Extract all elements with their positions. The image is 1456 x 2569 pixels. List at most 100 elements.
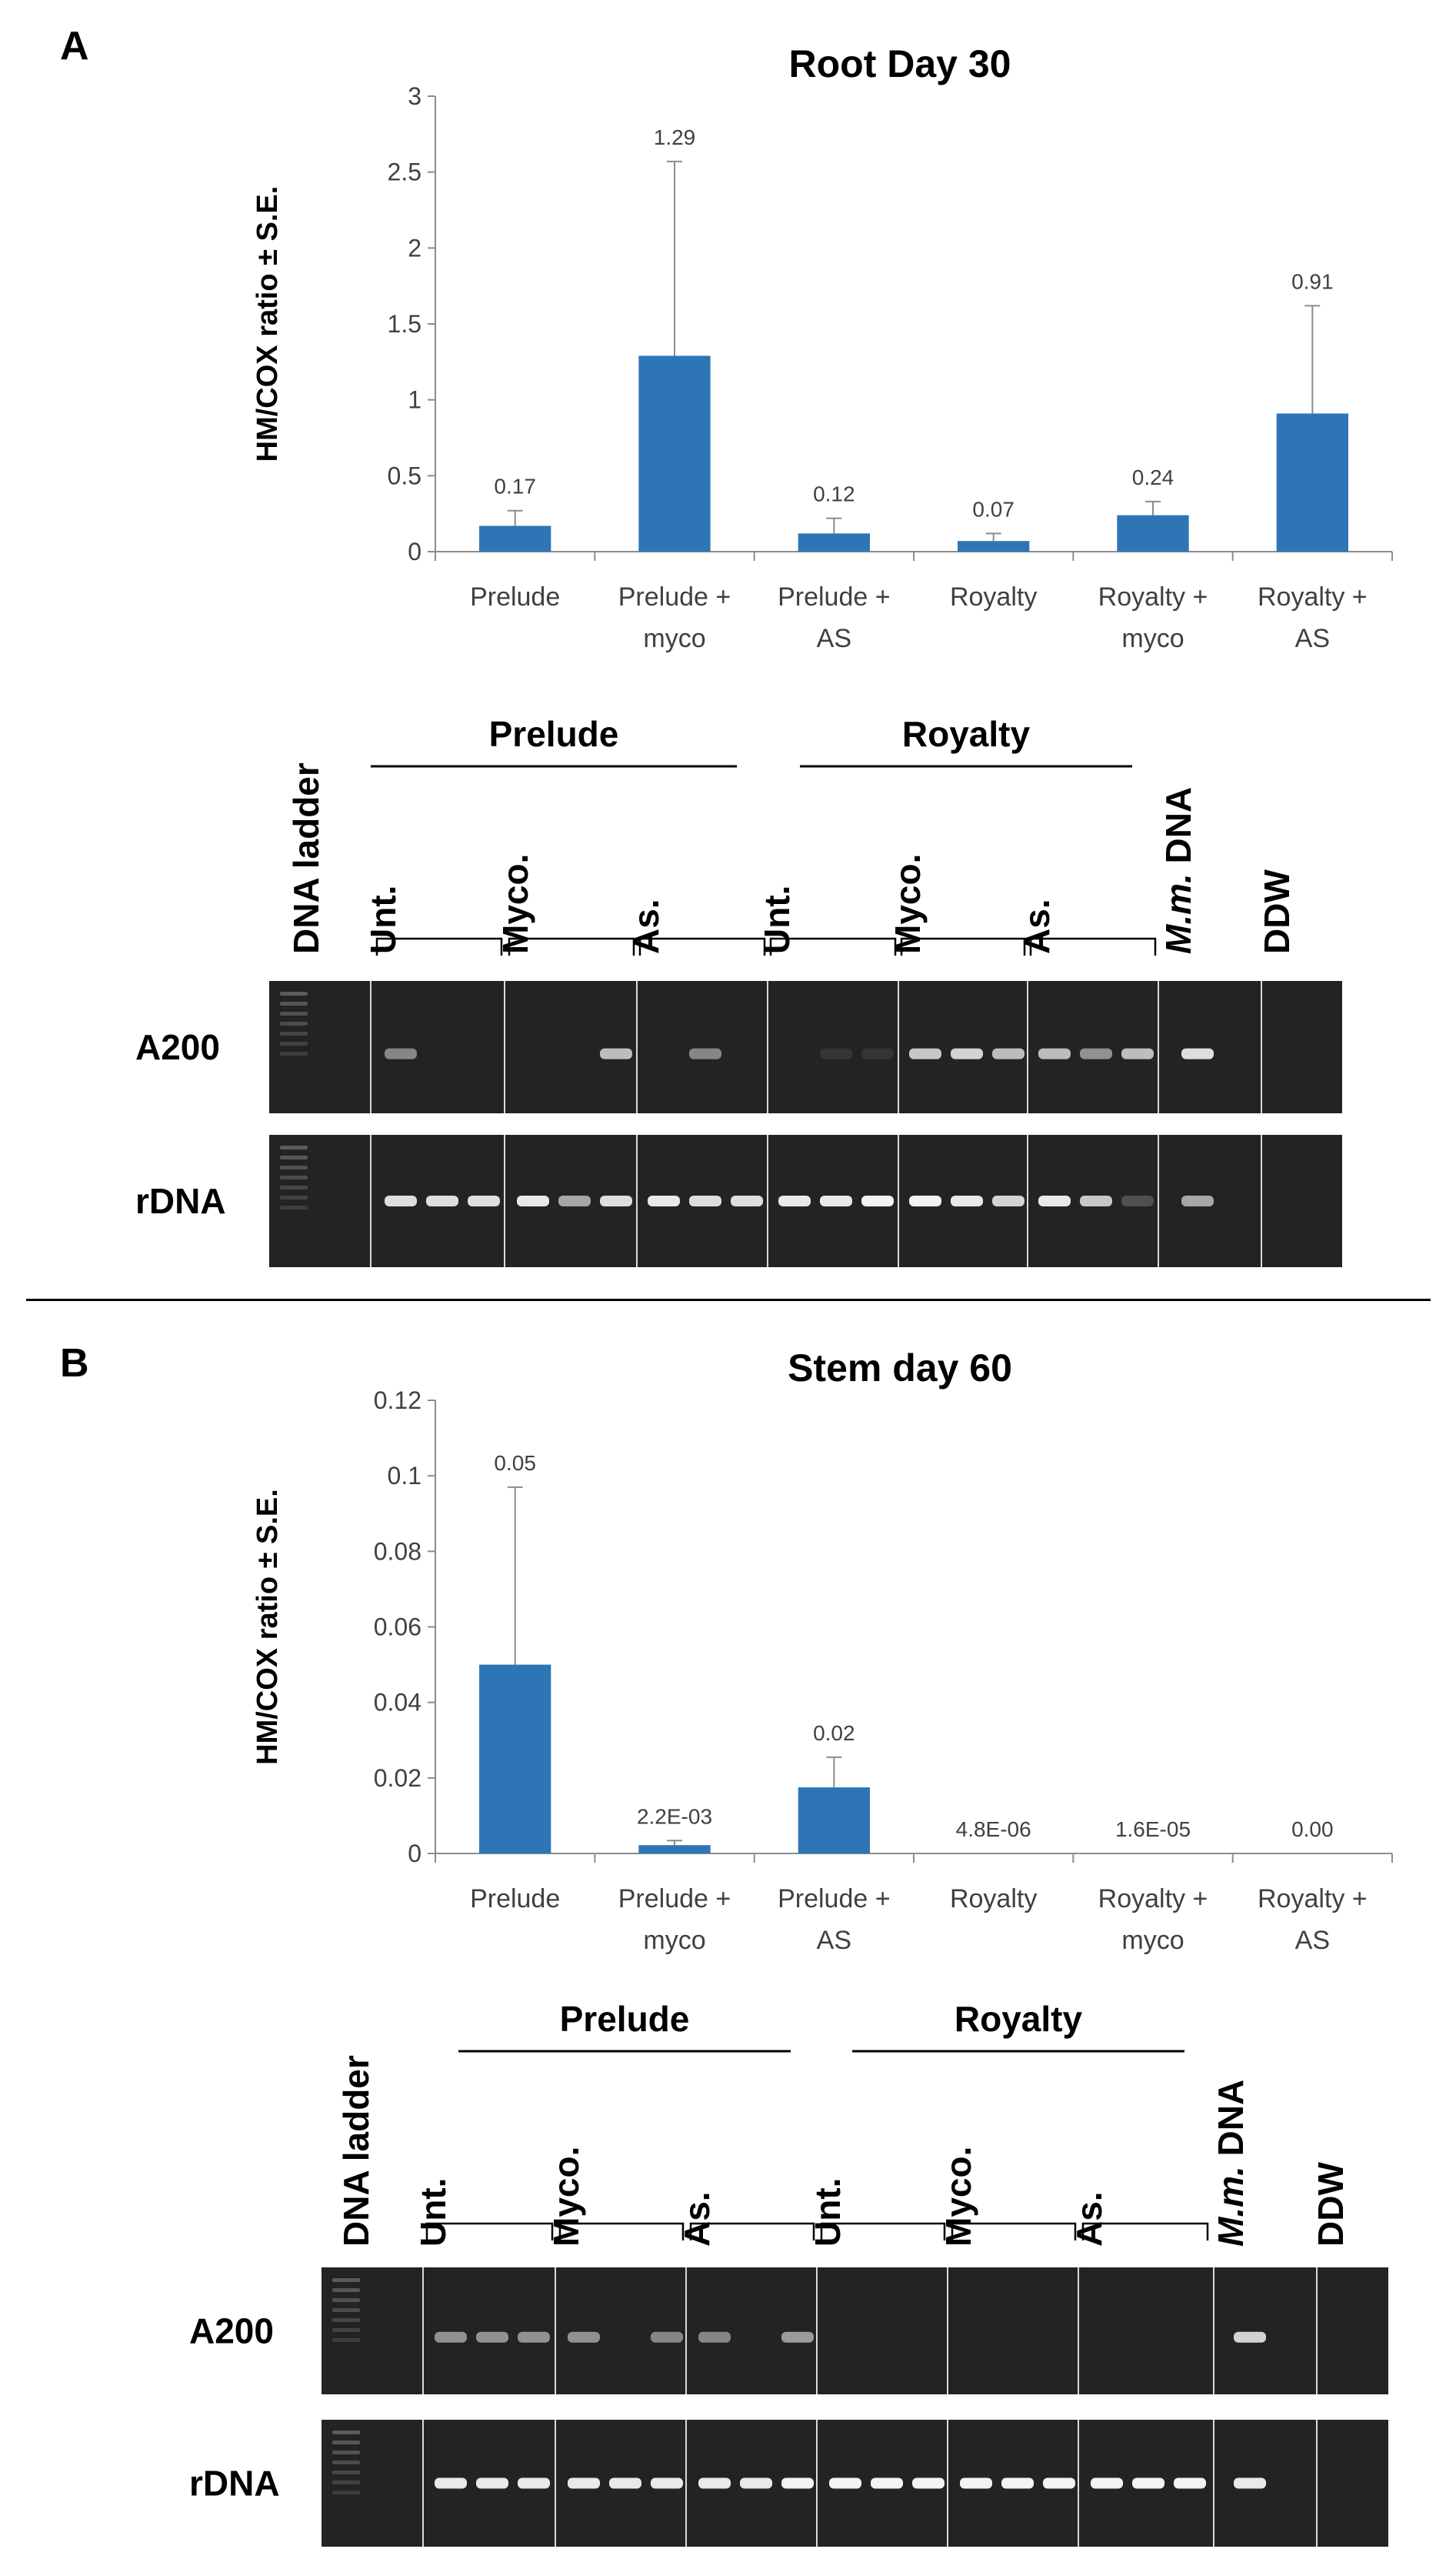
gel-band <box>1174 2477 1206 2489</box>
gel-band <box>740 2477 772 2489</box>
gel-row-label: A200 <box>135 1027 220 1067</box>
y-tick-label: 0.08 <box>374 1537 421 1565</box>
gel-band <box>518 2477 550 2489</box>
x-tick-label: myco <box>1121 624 1184 653</box>
x-tick-label: Prelude + <box>778 1884 891 1913</box>
gel-band <box>698 2477 731 2489</box>
column-label-mm-dna: M.m. DNA <box>1211 2080 1251 2247</box>
ladder-band <box>280 992 308 996</box>
column-label-treatment: As. <box>1017 899 1057 954</box>
gel-row-label: A200 <box>189 2311 274 2351</box>
column-label-treatment: Myco. <box>495 854 535 954</box>
lane-bracket <box>689 2222 815 2240</box>
x-tick-label: Royalty + <box>1098 1884 1208 1913</box>
ladder-band <box>332 2298 360 2302</box>
x-tick-label: Prelude + <box>618 582 731 612</box>
gel-band <box>992 1048 1025 1059</box>
lane-bracket <box>951 2222 1077 2240</box>
chart-title: Stem day 60 <box>788 1346 1012 1390</box>
gel-image <box>269 981 1342 1113</box>
column-label-treatment: As. <box>626 899 666 954</box>
gel-band <box>829 2477 861 2489</box>
bar <box>798 1787 870 1853</box>
panel-divider <box>26 1299 1431 1301</box>
gel-band <box>781 2331 814 2343</box>
y-tick-label: 0.1 <box>388 1462 421 1490</box>
x-tick-label: AS <box>1295 1926 1330 1955</box>
ladder-band <box>280 1052 308 1056</box>
gel-band <box>1038 1048 1071 1059</box>
gel-band <box>909 1196 941 1206</box>
ladder-band <box>332 2328 360 2332</box>
label-rest: DNA <box>1158 787 1198 873</box>
data-label: 0.02 <box>813 1721 855 1745</box>
gel-band <box>476 2331 508 2343</box>
chart-stem-day-60: Stem day 60 HM/COX ratio ± S.E. 0 0.02 0.04 0… <box>252 1346 1393 1955</box>
gel-band <box>426 1196 458 1206</box>
chart-title: Root Day 30 <box>789 42 1011 85</box>
x-tick-label: Royalty + <box>1258 1884 1368 1913</box>
y-tick-label: 3 <box>408 82 421 110</box>
x-tick-label: myco <box>643 624 705 653</box>
ladder-band <box>332 2278 360 2282</box>
label-rest: DNA <box>1211 2080 1251 2166</box>
ladder-band <box>280 1156 308 1159</box>
ladder-band <box>332 2338 360 2342</box>
gel-band <box>861 1048 894 1059</box>
ladder-band <box>280 1196 308 1199</box>
ladder-band <box>280 1002 308 1006</box>
data-label: 0.12 <box>813 482 855 506</box>
x-tick-label: AS <box>1295 624 1330 653</box>
ladder-band <box>280 1146 308 1149</box>
gel-band <box>609 2477 641 2489</box>
gel-band <box>1001 2477 1034 2489</box>
data-label: 0.07 <box>972 497 1015 521</box>
bar <box>1117 515 1189 552</box>
y-axis-label: HM/COX ratio ± S.E. <box>252 1489 284 1765</box>
gel-band <box>992 1196 1025 1206</box>
data-label: 0.05 <box>494 1451 536 1475</box>
y-tick-label: 0.02 <box>374 1764 421 1792</box>
data-label: 0.91 <box>1291 269 1334 293</box>
column-label-treatment: Unt. <box>363 886 403 954</box>
y-tick-label: 0.12 <box>374 1386 421 1414</box>
gel-band <box>820 1048 852 1059</box>
gel-group-label: Royalty <box>902 714 1031 754</box>
data-label: 2.2E-03 <box>637 1804 712 1828</box>
gel-band <box>651 2477 683 2489</box>
gel-band <box>558 1196 591 1206</box>
column-label-ddw: DDW <box>1311 2162 1351 2247</box>
data-label: 1.6E-05 <box>1115 1817 1191 1841</box>
gel-band <box>568 2331 600 2343</box>
gel-band <box>778 1196 811 1206</box>
gel-band <box>689 1196 721 1206</box>
ladder-band <box>280 1022 308 1026</box>
column-label-ladder: DNA ladder <box>286 762 326 954</box>
italic-species: M.m. <box>1158 873 1198 954</box>
gel-band <box>600 1048 632 1059</box>
data-label: 0.24 <box>1132 465 1174 489</box>
gel-band-mm <box>1234 2331 1266 2343</box>
panel-letter-b: B <box>60 1341 89 1386</box>
bar <box>1276 413 1348 552</box>
y-tick-label: 0 <box>408 538 421 566</box>
x-tick-label: Royalty <box>950 582 1037 612</box>
lane-bracket <box>558 2222 685 2240</box>
gel-band-mm <box>1181 1196 1214 1206</box>
gel-band <box>517 1196 549 1206</box>
gel-band <box>951 1196 983 1206</box>
x-tick-label: Prelude + <box>778 582 891 612</box>
x-tick-label: AS <box>817 1926 851 1955</box>
lane-bracket <box>425 2222 554 2240</box>
lane-bracket <box>638 937 766 956</box>
column-label-treatment: Myco. <box>888 854 928 954</box>
gel-band <box>568 2477 600 2489</box>
gel-band <box>1080 1048 1112 1059</box>
ladder-band <box>332 2441 360 2444</box>
x-tick-label: Prelude <box>470 1884 560 1913</box>
bar <box>638 355 711 552</box>
y-tick-label: 2 <box>408 234 421 262</box>
ladder-band <box>280 1012 308 1016</box>
ladder-band <box>332 2318 360 2322</box>
gel-band <box>476 2477 508 2489</box>
